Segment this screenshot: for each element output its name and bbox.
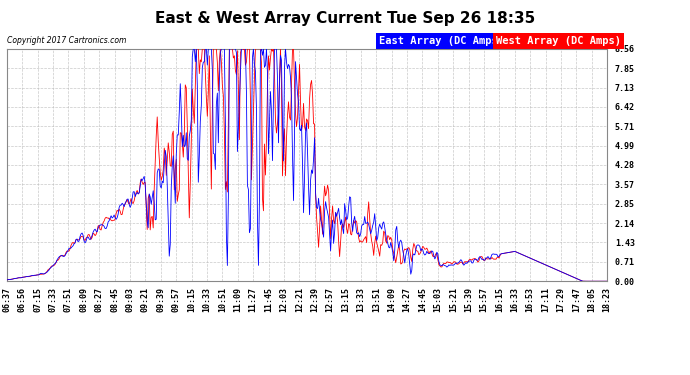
Text: Copyright 2017 Cartronics.com: Copyright 2017 Cartronics.com (7, 36, 126, 45)
Text: East & West Array Current Tue Sep 26 18:35: East & West Array Current Tue Sep 26 18:… (155, 11, 535, 26)
Text: East Array (DC Amps): East Array (DC Amps) (379, 36, 504, 46)
Text: West Array (DC Amps): West Array (DC Amps) (496, 36, 621, 46)
